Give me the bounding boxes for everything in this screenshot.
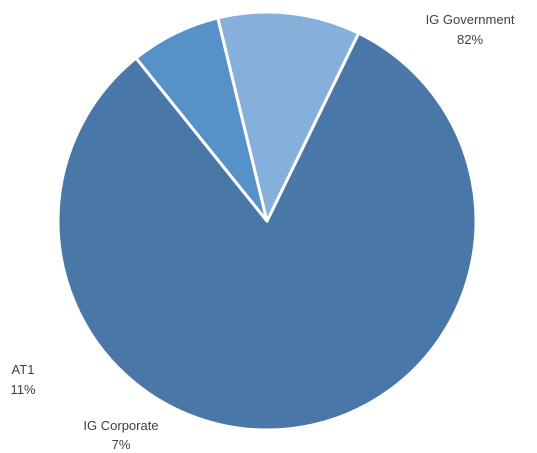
label-ig-corporate-name: IG Corporate <box>83 418 158 433</box>
label-ig-corporate-value: 7% <box>112 437 131 452</box>
label-ig-government-name: IG Government <box>426 12 515 27</box>
pie-slice-at1 <box>216 10 361 223</box>
label-at1-name: AT1 <box>12 362 35 377</box>
label-ig-government-value: 82% <box>457 32 483 47</box>
pie-labels: IG Government 82% AT1 11% IG Corporate 7… <box>10 12 514 452</box>
pie-slice-ig-government <box>56 31 478 432</box>
pie-slices <box>56 10 478 432</box>
label-at1-value: 11% <box>10 382 35 397</box>
